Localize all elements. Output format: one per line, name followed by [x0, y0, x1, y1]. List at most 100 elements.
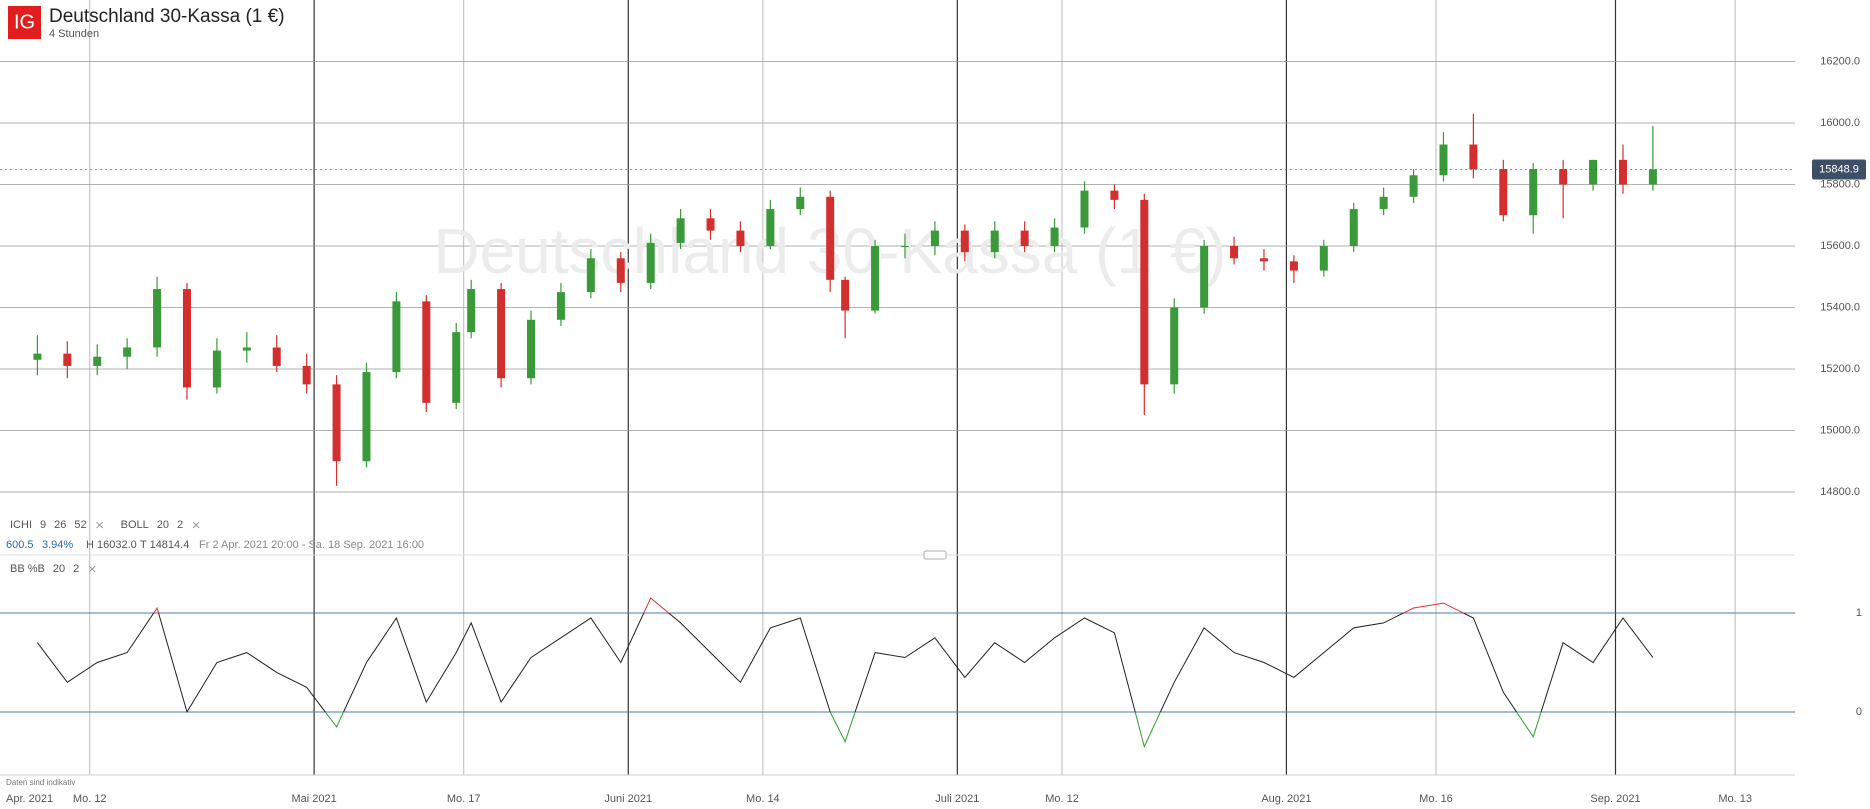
candle-body — [796, 196, 805, 210]
candle-body — [990, 230, 999, 253]
x-tick-label: Aug. 2021 — [1261, 793, 1311, 805]
candle-body — [1409, 175, 1418, 197]
candle-body — [63, 353, 72, 366]
panel-resize-handle[interactable] — [923, 550, 947, 560]
y-tick-label: 15000.0 — [1820, 424, 1860, 436]
candle-body — [1080, 190, 1089, 228]
candle-body — [422, 301, 431, 403]
candle-body — [362, 372, 371, 462]
indicator-remove[interactable] — [192, 521, 200, 529]
candle-body — [1289, 261, 1298, 271]
logo — [8, 6, 41, 39]
indicator-param: 9 — [40, 519, 46, 531]
y2-tick-label: 1 — [1856, 607, 1862, 619]
last-price-box — [1812, 159, 1866, 180]
indicator-param: 20 — [157, 519, 169, 531]
candle-body — [900, 246, 909, 247]
y-tick-label: 16200.0 — [1820, 55, 1860, 67]
percent-b-under — [186, 712, 1542, 749]
candle-body — [1559, 169, 1568, 185]
candle-body — [1110, 190, 1119, 200]
y-tick-label: 15800.0 — [1820, 178, 1860, 190]
candle-body — [766, 209, 775, 246]
indicator-param: 20 — [53, 563, 65, 575]
candle-body — [1349, 209, 1358, 246]
x-tick-label: Mo. 17 — [447, 793, 481, 805]
indicator-name: BOLL — [121, 519, 149, 531]
indicator-param: 2 — [177, 519, 183, 531]
stat-change: 600.5 — [6, 539, 34, 551]
y-tick-label: 15200.0 — [1820, 363, 1860, 375]
candle-body — [1200, 246, 1209, 308]
candle-body — [646, 242, 655, 283]
indicator-remove[interactable] — [96, 521, 103, 529]
candle-body — [1230, 246, 1239, 259]
candle-body — [1648, 169, 1657, 185]
indicator-param: 52 — [74, 519, 86, 531]
indicator-param: 2 — [73, 563, 79, 575]
candle-body — [736, 230, 745, 246]
candle-body — [1170, 307, 1179, 385]
candle-body — [182, 289, 191, 388]
candle-body — [930, 230, 939, 246]
indicator-remove[interactable] — [88, 565, 96, 573]
disclaimer: Daten sind indikativ — [6, 778, 75, 787]
candle-body — [452, 332, 461, 403]
candle-body — [272, 347, 281, 366]
candle-body — [960, 230, 969, 253]
candle-body — [497, 289, 506, 379]
candle-body — [123, 347, 132, 357]
y-tick-label: 14800.0 — [1820, 486, 1860, 498]
candle-body — [242, 347, 251, 351]
x-tick-label: Sep. 2021 — [1590, 793, 1640, 805]
candle-body — [467, 289, 476, 333]
candle-body — [706, 218, 715, 231]
candle-body — [1589, 159, 1598, 185]
x-tick-label: Mo. 16 — [1419, 793, 1453, 805]
candle-body — [826, 196, 835, 280]
x-tick-label: Apr. 2021 — [6, 793, 53, 805]
candle-body — [556, 292, 565, 320]
percent-b-line — [37, 613, 1654, 712]
x-tick-label: Juni 2021 — [604, 793, 652, 805]
candle-body — [586, 258, 595, 293]
candle-body — [527, 319, 536, 379]
y-tick-label: 16000.0 — [1820, 117, 1860, 129]
candle-body — [1469, 144, 1478, 170]
candle-body — [1259, 258, 1268, 262]
marks-layer — [0, 113, 1795, 749]
candle-body — [93, 356, 102, 366]
grid-layer — [0, 0, 1795, 775]
stat-high: H 16032.0 — [86, 539, 137, 551]
candle-body — [1499, 169, 1508, 216]
logo-text: IG — [14, 11, 35, 33]
candle-body — [841, 279, 850, 311]
candle-body — [332, 384, 341, 462]
candle-body — [616, 258, 625, 283]
candle-body — [33, 353, 42, 360]
candle-body — [1140, 199, 1149, 385]
x-tick-label: Mai 2021 — [291, 793, 336, 805]
stat-range: Fr 2 Apr. 2021 20:00 - Sa. 18 Sep. 2021 … — [199, 539, 424, 551]
chart-subtitle: 4 Stunden — [49, 28, 99, 40]
candle-body — [212, 350, 221, 388]
candle-body — [676, 218, 685, 243]
candle-body — [1050, 227, 1059, 246]
candle-body — [1529, 169, 1538, 216]
candle-body — [153, 289, 162, 348]
x-tick-label: Mo. 12 — [1045, 793, 1079, 805]
stat-change-pct: 3.94% — [42, 539, 73, 551]
x-tick-label: Juli 2021 — [935, 793, 979, 805]
chart-title: Deutschland 30-Kassa (1 €) — [49, 6, 285, 27]
stat-low: T 14814.4 — [140, 539, 189, 551]
indicator-name: BB %B — [10, 563, 45, 575]
candle-body — [1319, 246, 1328, 271]
candle-body — [1618, 159, 1627, 185]
candle-body — [302, 365, 311, 385]
candle-body — [1020, 230, 1029, 246]
y-tick-label: 15600.0 — [1820, 240, 1860, 252]
candle-body — [392, 301, 401, 373]
last-price-label: 15848.9 — [1819, 163, 1859, 175]
